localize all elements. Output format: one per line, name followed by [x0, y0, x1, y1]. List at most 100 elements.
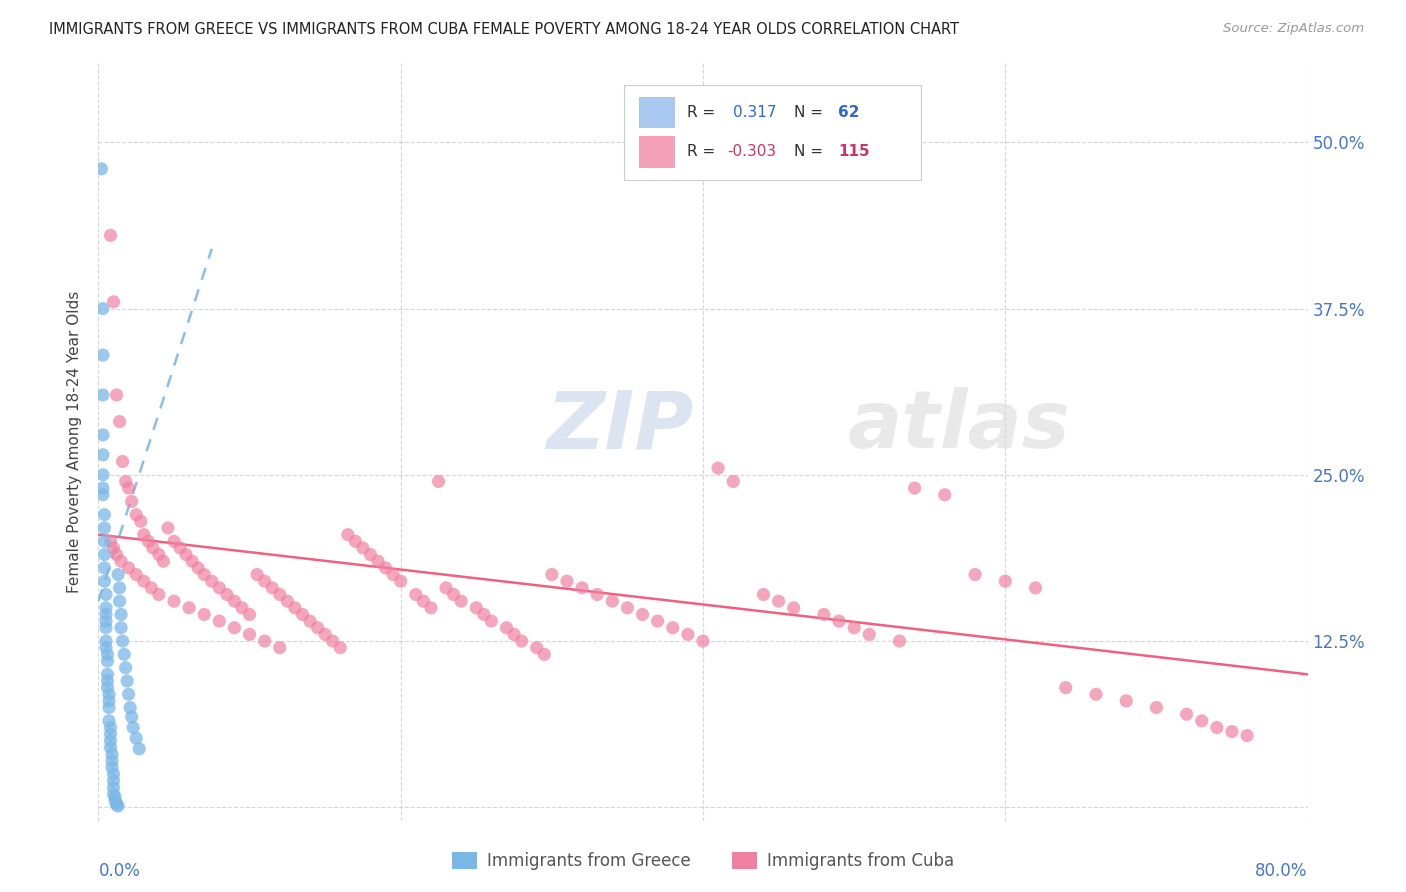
Point: [1191, 714, 1213, 728]
Point: [104, 794, 127, 808]
Point: [1024, 581, 1046, 595]
Point: [1206, 721, 1229, 735]
Point: [239, 627, 262, 641]
Point: [107, 567, 129, 582]
Text: 80.0%: 80.0%: [1256, 863, 1308, 880]
Point: [208, 614, 231, 628]
Point: [322, 634, 344, 648]
Point: [93, 561, 115, 575]
Point: [98, 714, 121, 728]
Point: [110, 554, 132, 568]
Point: [121, 494, 143, 508]
Point: [91, 481, 114, 495]
Point: [96, 648, 118, 662]
Point: [163, 534, 186, 549]
Point: [904, 481, 927, 495]
Point: [692, 634, 714, 648]
Point: [374, 561, 396, 575]
Point: [118, 687, 141, 701]
Point: [253, 574, 276, 589]
Point: [540, 567, 562, 582]
Point: [526, 640, 548, 655]
Point: [994, 574, 1017, 589]
Point: [1115, 694, 1137, 708]
Point: [586, 587, 609, 601]
Point: [336, 527, 359, 541]
Point: [215, 587, 238, 601]
Point: [110, 607, 132, 622]
Point: [179, 600, 201, 615]
Point: [844, 621, 866, 635]
Point: [1220, 724, 1243, 739]
Point: [141, 581, 163, 595]
Point: [169, 541, 191, 555]
Bar: [624, 86, 921, 180]
Point: [96, 667, 118, 681]
Point: [103, 541, 125, 555]
Point: [111, 634, 134, 648]
Point: [752, 587, 775, 601]
Point: [208, 581, 231, 595]
Point: [112, 648, 135, 662]
Point: [420, 600, 443, 615]
Bar: [638, 96, 675, 128]
Point: [465, 600, 488, 615]
Text: 115: 115: [838, 145, 870, 160]
Point: [101, 754, 124, 768]
Point: [1085, 687, 1108, 701]
Point: [148, 548, 170, 562]
Point: [276, 594, 298, 608]
Point: [98, 687, 121, 701]
Point: [94, 621, 117, 635]
Point: [181, 554, 204, 568]
Text: -0.303: -0.303: [727, 145, 776, 160]
Point: [98, 700, 121, 714]
Point: [284, 600, 307, 615]
Point: [91, 348, 114, 362]
Text: N =: N =: [793, 105, 823, 120]
Point: [91, 428, 114, 442]
Point: [510, 634, 533, 648]
Point: [105, 797, 128, 812]
Point: [105, 388, 128, 402]
Point: [631, 607, 654, 622]
Point: [152, 554, 174, 568]
Point: [352, 541, 374, 555]
Point: [533, 648, 555, 662]
Point: [108, 594, 131, 608]
Text: IMMIGRANTS FROM GREECE VS IMMIGRANTS FROM CUBA FEMALE POVERTY AMONG 18-24 YEAR O: IMMIGRANTS FROM GREECE VS IMMIGRANTS FRO…: [49, 22, 959, 37]
Text: 0.0%: 0.0%: [98, 863, 141, 880]
Point: [783, 600, 806, 615]
Point: [93, 508, 115, 522]
Point: [828, 614, 851, 628]
Point: [129, 514, 152, 528]
Point: [94, 634, 117, 648]
Point: [142, 541, 165, 555]
Text: R =: R =: [688, 145, 716, 160]
Point: [94, 600, 117, 615]
Point: [96, 681, 118, 695]
Point: [100, 740, 122, 755]
Point: [91, 448, 114, 462]
Point: [427, 475, 450, 489]
Point: [224, 621, 246, 635]
Point: [91, 488, 114, 502]
Point: [91, 467, 114, 482]
Point: [100, 721, 122, 735]
Point: [231, 600, 253, 615]
Point: [434, 581, 457, 595]
Point: [108, 581, 131, 595]
Point: [115, 673, 138, 688]
Point: [107, 799, 129, 814]
Point: [101, 747, 124, 761]
Point: [100, 534, 122, 549]
Point: [122, 721, 145, 735]
Point: [1054, 681, 1077, 695]
Point: [100, 734, 122, 748]
Text: ZIP: ZIP: [546, 387, 693, 466]
Point: [93, 534, 115, 549]
Point: [291, 607, 314, 622]
Point: [125, 567, 148, 582]
Point: [405, 587, 427, 601]
Point: [193, 607, 215, 622]
